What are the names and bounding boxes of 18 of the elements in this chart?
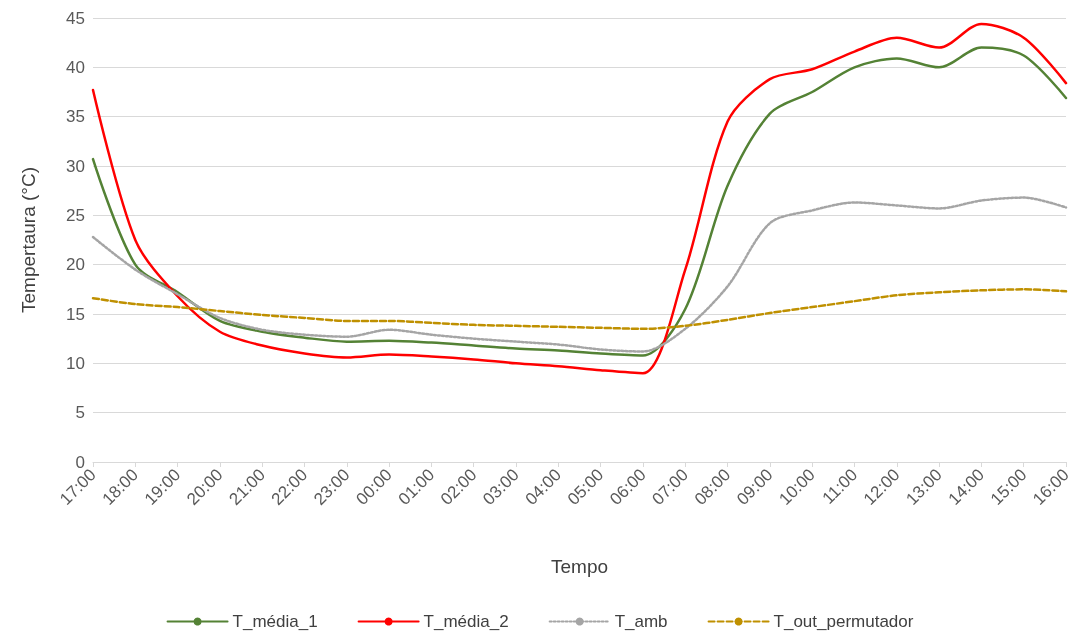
y-tick-label: 30 <box>66 156 85 176</box>
y-tick-label: 5 <box>75 403 85 423</box>
line-series <box>91 288 1068 331</box>
y-tick-label: 0 <box>75 452 85 472</box>
line-series <box>91 196 1068 353</box>
y-tick-label: 15 <box>66 304 85 324</box>
x-axis-title: Tempo <box>550 556 609 577</box>
y-tick-label: 25 <box>66 205 85 225</box>
y-tick-label: 10 <box>66 353 85 373</box>
legend-label: T_média_2 <box>423 612 509 631</box>
y-tick-label: 20 <box>66 255 85 275</box>
legend-label: T_média_1 <box>232 612 318 631</box>
legend-label: T_out_permutador <box>773 612 914 631</box>
legend-label: T_amb <box>614 612 668 631</box>
y-tick-label: 35 <box>66 107 85 127</box>
y-axis-title: Tempertaura (°C) <box>18 167 39 313</box>
y-tick-label: 45 <box>66 8 85 28</box>
y-tick-label: 40 <box>66 57 85 77</box>
